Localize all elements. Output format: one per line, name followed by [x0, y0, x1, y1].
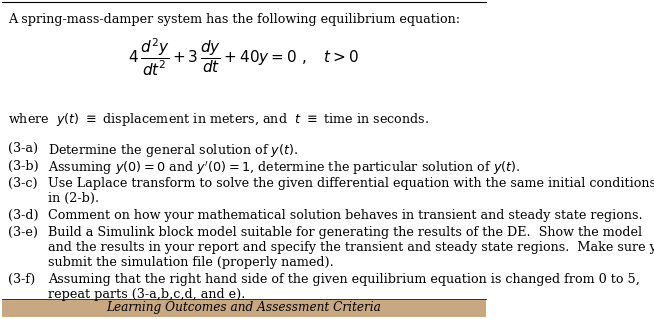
- Text: Learning Outcomes and Assessment Criteria: Learning Outcomes and Assessment Criteri…: [107, 301, 381, 314]
- Text: and the results in your report and specify the transient and steady state region: and the results in your report and speci…: [48, 241, 654, 254]
- Text: Build a Simulink block model suitable for generating the results of the DE.  Sho: Build a Simulink block model suitable fo…: [48, 226, 642, 239]
- Text: Assuming $y(0) = 0$ and $y'(0) = 1$, determine the particular solution of $y(t)$: Assuming $y(0) = 0$ and $y'(0) = 1$, det…: [48, 160, 521, 177]
- Text: (3-d): (3-d): [8, 209, 39, 222]
- Text: Determine the general solution of $y(t)$.: Determine the general solution of $y(t)$…: [48, 142, 298, 159]
- Text: repeat parts (3-a,b,c,d, and e).: repeat parts (3-a,b,c,d, and e).: [48, 288, 245, 301]
- Text: (3-c): (3-c): [8, 177, 37, 190]
- Text: Use Laplace transform to solve the given differential equation with the same ini: Use Laplace transform to solve the given…: [48, 177, 654, 190]
- Text: Assuming that the right hand side of the given equilibrium equation is changed f: Assuming that the right hand side of the…: [48, 273, 640, 286]
- Text: A spring-mass-damper system has the following equilibrium equation:: A spring-mass-damper system has the foll…: [8, 13, 460, 26]
- Text: $4\,\dfrac{d^2y}{dt^2} + 3\,\dfrac{dy}{dt} + 40y = 0\ ,\quad t > 0$: $4\,\dfrac{d^2y}{dt^2} + 3\,\dfrac{dy}{d…: [128, 37, 360, 78]
- Text: (3-e): (3-e): [8, 226, 38, 239]
- Text: (3-f): (3-f): [8, 273, 35, 286]
- Text: (3-a): (3-a): [8, 142, 38, 155]
- Text: (3-b): (3-b): [8, 160, 39, 173]
- Text: submit the simulation file (properly named).: submit the simulation file (properly nam…: [48, 256, 334, 269]
- Text: where  $y(t)$ $\equiv$ displacement in meters, and  $t$ $\equiv$ time in seconds: where $y(t)$ $\equiv$ displacement in me…: [8, 111, 429, 128]
- Text: in (2-b).: in (2-b).: [48, 192, 99, 204]
- Text: Comment on how your mathematical solution behaves in transient and steady state : Comment on how your mathematical solutio…: [48, 209, 643, 222]
- FancyBboxPatch shape: [2, 299, 486, 317]
